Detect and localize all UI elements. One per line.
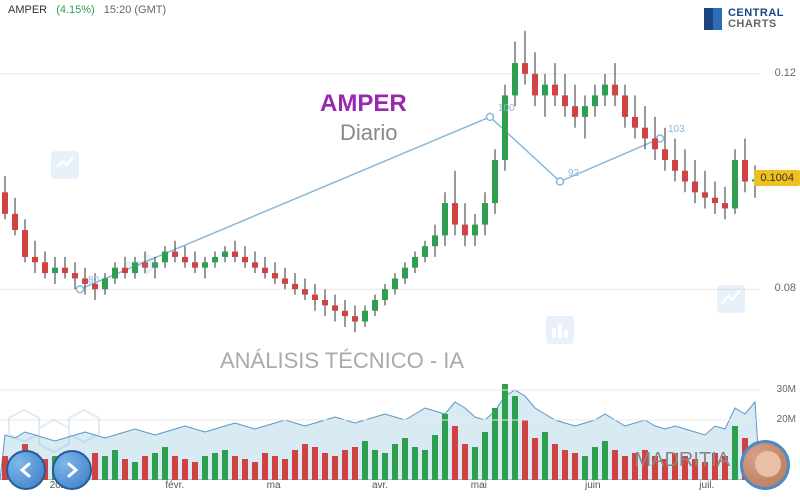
chart-header: AMPER (4.15%) 15:20 (GMT) — [8, 4, 166, 16]
nav-prev-button[interactable] — [6, 450, 46, 490]
price-y-axis: 0.080.120.1004 — [760, 20, 800, 370]
indicator-label: 100 — [498, 103, 515, 114]
x-axis-label: mai — [471, 480, 487, 491]
chart-title-ticker: AMPER — [320, 90, 407, 118]
chart-title-timeframe: Diario — [340, 120, 397, 146]
time-x-axis: 2024févr.maavr.maijuinjuil. — [0, 480, 760, 496]
indicator-label: 103 — [668, 124, 685, 135]
ticker-symbol: AMPER — [8, 4, 47, 16]
x-axis-label: févr. — [165, 480, 184, 491]
author-label: MADRITIA — [634, 449, 730, 472]
x-axis-label: juin — [585, 480, 601, 491]
current-price-badge: 0.1004 — [754, 170, 800, 186]
nav-next-button[interactable] — [52, 450, 92, 490]
author-avatar[interactable] — [740, 440, 790, 490]
timestamp: 15:20 (GMT) — [104, 4, 166, 16]
price-change: (4.15%) — [56, 4, 95, 16]
x-axis-label: avr. — [372, 480, 388, 491]
x-axis-label: ma — [267, 480, 281, 491]
indicator-label: 80 — [88, 275, 99, 286]
x-axis-label: juil. — [699, 480, 714, 491]
indicator-label: 92 — [568, 168, 579, 179]
price-chart[interactable] — [0, 20, 760, 370]
overlay-title: ANÁLISIS TÉCNICO - IA — [220, 348, 464, 374]
